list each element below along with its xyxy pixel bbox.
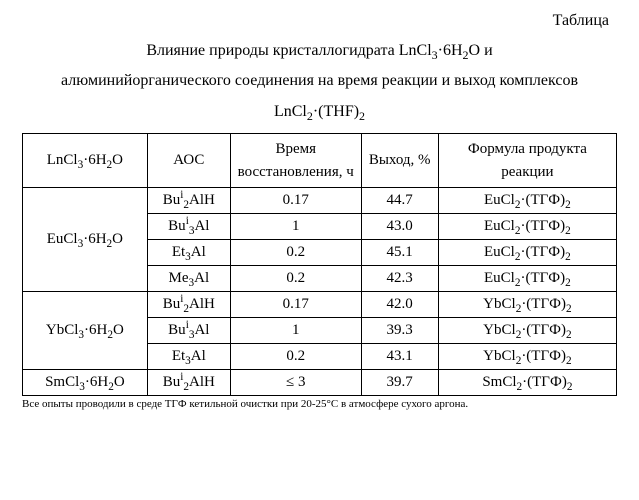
cell-yield: 43.1 <box>361 344 438 370</box>
cell-product: EuCl2·(ТГФ)2 <box>438 266 616 292</box>
cell-yield: 42.3 <box>361 266 438 292</box>
cell-product: EuCl2·(ТГФ)2 <box>438 240 616 266</box>
header-yield: Выход, % <box>361 134 438 188</box>
table-row: EuCl3·6H2OBui2AlH0.1744.7EuCl2·(ТГФ)2 <box>23 188 617 214</box>
table-body: EuCl3·6H2OBui2AlH0.1744.7EuCl2·(ТГФ)2Bui… <box>23 188 617 396</box>
cell-time: 0.2 <box>230 344 361 370</box>
header-time: Время восстановления, ч <box>230 134 361 188</box>
table-caption: Влияние природы кристаллогидрата LnCl3·6… <box>22 36 617 127</box>
cell-aoc: Et3Al <box>147 344 230 370</box>
cell-aoc: Bui3Al <box>147 214 230 240</box>
table-row: SmCl3·6H2OBui2AlH≤ 339.7SmCl2·(ТГФ)2 <box>23 370 617 396</box>
cell-time: 1 <box>230 214 361 240</box>
header-product: Формула продукта реакции <box>438 134 616 188</box>
header-aoc: АОС <box>147 134 230 188</box>
data-table: LnCl3·6H2O АОС Время восстановления, ч В… <box>22 133 617 396</box>
table-footnote: Все опыты проводили в среде ТГФ кетильно… <box>22 398 617 410</box>
cell-time: 0.2 <box>230 240 361 266</box>
cell-aoc: Bui2AlH <box>147 188 230 214</box>
cell-time: 0.17 <box>230 188 361 214</box>
cell-product: YbCl2·(ТГФ)2 <box>438 344 616 370</box>
caption-line-1: Влияние природы кристаллогидрата LnCl3·6… <box>22 36 617 66</box>
header-row: LnCl3·6H2O АОС Время восстановления, ч В… <box>23 134 617 188</box>
cell-compound: YbCl3·6H2O <box>23 292 148 370</box>
cell-time: 0.2 <box>230 266 361 292</box>
cell-product: YbCl2·(ТГФ)2 <box>438 292 616 318</box>
header-compound: LnCl3·6H2O <box>23 134 148 188</box>
cell-yield: 39.3 <box>361 318 438 344</box>
cell-aoc: Me3Al <box>147 266 230 292</box>
table-label: Таблица <box>22 12 609 30</box>
cell-product: EuCl2·(ТГФ)2 <box>438 188 616 214</box>
cell-aoc: Et3Al <box>147 240 230 266</box>
cell-time: ≤ 3 <box>230 370 361 396</box>
caption-line-3: LnCl2·(THF)2 <box>22 97 617 127</box>
cell-yield: 44.7 <box>361 188 438 214</box>
table-row: YbCl3·6H2OBui2AlH0.1742.0YbCl2·(ТГФ)2 <box>23 292 617 318</box>
cell-yield: 45.1 <box>361 240 438 266</box>
cell-product: EuCl2·(ТГФ)2 <box>438 214 616 240</box>
cell-aoc: Bui2AlH <box>147 370 230 396</box>
cell-product: YbCl2·(ТГФ)2 <box>438 318 616 344</box>
cell-yield: 39.7 <box>361 370 438 396</box>
cell-compound: SmCl3·6H2O <box>23 370 148 396</box>
cell-compound: EuCl3·6H2O <box>23 188 148 292</box>
cell-time: 1 <box>230 318 361 344</box>
cell-aoc: Bui2AlH <box>147 292 230 318</box>
cell-product: SmCl2·(ТГФ)2 <box>438 370 616 396</box>
cell-time: 0.17 <box>230 292 361 318</box>
cell-yield: 42.0 <box>361 292 438 318</box>
cell-aoc: Bui3Al <box>147 318 230 344</box>
cell-yield: 43.0 <box>361 214 438 240</box>
caption-line-2: алюминийорганического соединения на врем… <box>22 66 617 96</box>
